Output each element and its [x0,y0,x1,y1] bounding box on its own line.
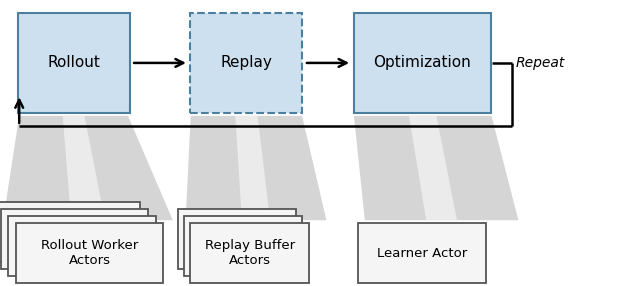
FancyBboxPatch shape [184,216,302,276]
Text: Repeat: Repeat [515,56,564,70]
FancyBboxPatch shape [358,223,486,283]
FancyBboxPatch shape [18,13,130,113]
Text: Rollout: Rollout [47,55,100,70]
FancyBboxPatch shape [191,13,302,113]
FancyBboxPatch shape [177,209,296,269]
FancyBboxPatch shape [354,13,492,113]
Polygon shape [63,116,105,220]
FancyBboxPatch shape [191,223,309,283]
FancyBboxPatch shape [0,202,140,262]
FancyBboxPatch shape [1,209,148,269]
FancyBboxPatch shape [8,216,156,276]
Polygon shape [3,116,173,220]
Text: Replay Buffer
Actors: Replay Buffer Actors [205,239,294,267]
Polygon shape [354,116,518,220]
Polygon shape [186,116,326,220]
Text: Replay: Replay [220,55,273,70]
Text: Optimization: Optimization [374,55,471,70]
Text: Learner Actor: Learner Actor [377,247,468,260]
FancyBboxPatch shape [16,223,163,283]
Polygon shape [236,116,270,220]
Text: Rollout Worker
Actors: Rollout Worker Actors [41,239,138,267]
Polygon shape [409,116,457,220]
